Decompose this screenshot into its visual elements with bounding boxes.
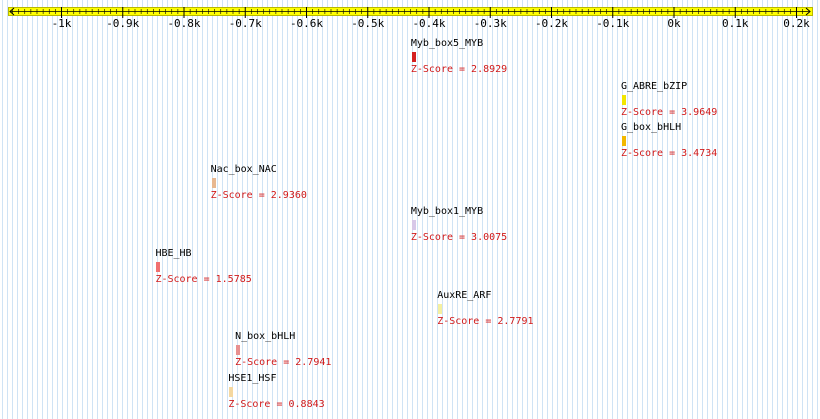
motif-z-score: Z-Score = 3.4734 (620, 148, 718, 159)
ruler-tick-label: 0.2k (783, 17, 810, 30)
motif-site-marker[interactable] (411, 220, 416, 230)
ruler-tick-label: -0.2k (534, 17, 569, 30)
motif-site-marker[interactable] (236, 345, 241, 355)
ruler-tick-label: -0.7k (228, 17, 262, 30)
motif-annotation[interactable]: Nac_box_NAC Z-Score = 2.9360 (211, 164, 307, 202)
motif-name: Myb_box5_MYB (410, 38, 484, 49)
motif-z-score: Z-Score = 1.5785 (155, 274, 252, 285)
ruler-left-arrow (9, 7, 15, 16)
motif-name: AuxRE_ARF (437, 290, 492, 301)
ruler-tick-label: -0.8k (167, 17, 201, 30)
motif-site-marker[interactable] (621, 136, 626, 146)
motif-z-score: Z-Score = 3.0075 (410, 232, 508, 243)
ruler-tick-label: 0k (667, 17, 681, 30)
ruler-right-arrow (805, 7, 811, 16)
motif-site-marker[interactable] (438, 304, 443, 314)
ruler-tick-label: -0.1k (596, 17, 630, 30)
motif-site-marker[interactable] (621, 95, 626, 105)
motif-name: N_box_bHLH (235, 331, 296, 342)
ruler-ticks (9, 7, 811, 18)
motif-z-score: Z-Score = 2.8929 (410, 64, 508, 75)
motif-z-score: Z-Score = 2.7941 (235, 357, 332, 368)
ruler-tick-label: -0.3k (473, 17, 507, 30)
motif-annotation[interactable]: HSE1_HSF Z-Score = 0.8843 (228, 373, 324, 411)
ruler-tick-label: -1k (51, 17, 72, 30)
motif-z-score: Z-Score = 2.7791 (437, 316, 534, 327)
motif-z-score: Z-Score = 3.9649 (620, 107, 718, 118)
motif-name: HSE1_HSF (228, 373, 277, 384)
ruler-tick-label: -0.4k (412, 17, 446, 30)
motif-name: Nac_box_NAC (210, 164, 277, 175)
motif-annotation[interactable]: G_box_bHLH Z-Score = 3.4734 (621, 122, 717, 160)
ruler-tick-label: -0.6k (289, 17, 324, 30)
motif-name: G_box_bHLH (620, 122, 682, 133)
motif-site-marker[interactable] (229, 387, 234, 397)
motif-name: HBE_HB (155, 248, 192, 259)
motif-annotation[interactable]: HBE_HB Z-Score = 1.5785 (155, 248, 251, 286)
ruler-tick-label: 0.1k (722, 17, 749, 30)
motif-annotation[interactable]: N_box_bHLH Z-Score = 2.7941 (235, 331, 331, 369)
ruler-tick-label: -0.5k (351, 17, 385, 30)
motif-name: Myb_box1_MYB (410, 206, 484, 217)
motif-site-marker[interactable] (411, 52, 416, 62)
motif-annotation[interactable]: Myb_box5_MYB Z-Score = 2.8929 (411, 38, 507, 76)
motif-annotation[interactable]: G_ABRE_bZIP Z-Score = 3.9649 (621, 81, 717, 119)
motif-z-score: Z-Score = 0.8843 (228, 399, 325, 410)
motif-site-marker[interactable] (211, 178, 216, 188)
motif-name: G_ABRE_bZIP (620, 81, 688, 92)
motif-site-marker[interactable] (156, 262, 161, 272)
ruler-tick-label: -0.9k (106, 17, 140, 30)
motif-annotation[interactable]: AuxRE_ARF Z-Score = 2.7791 (437, 290, 533, 328)
motif-annotation[interactable]: Myb_box1_MYB Z-Score = 3.0075 (411, 206, 507, 244)
motif-z-score: Z-Score = 2.9360 (210, 190, 307, 201)
